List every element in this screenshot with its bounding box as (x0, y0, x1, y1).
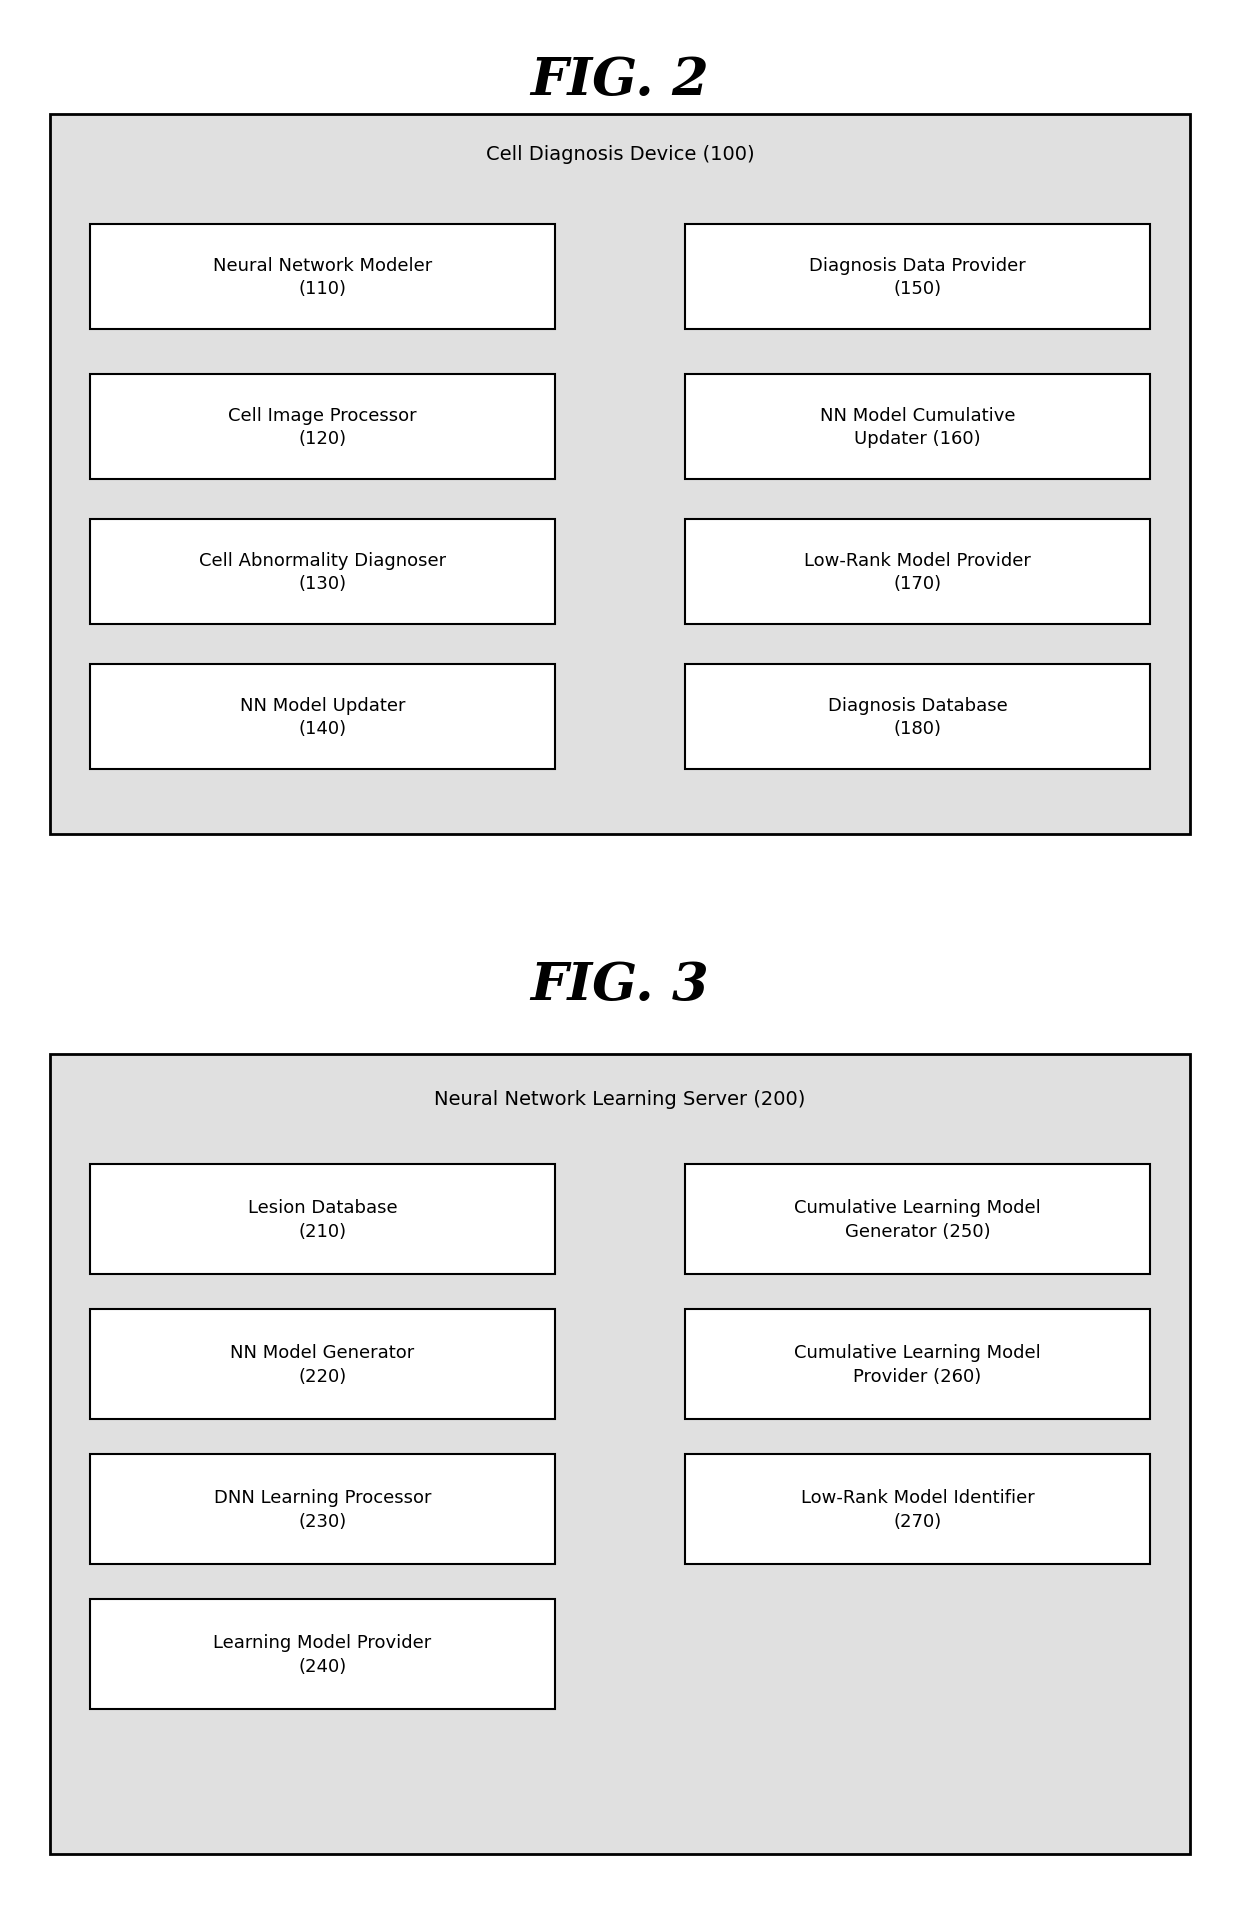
Text: Diagnosis Data Provider
(150): Diagnosis Data Provider (150) (810, 256, 1025, 299)
FancyBboxPatch shape (684, 521, 1149, 624)
FancyBboxPatch shape (91, 1600, 556, 1709)
FancyBboxPatch shape (91, 664, 556, 769)
Text: Cell Image Processor
(120): Cell Image Processor (120) (228, 406, 417, 448)
FancyBboxPatch shape (91, 521, 556, 624)
Text: Cumulative Learning Model
Provider (260): Cumulative Learning Model Provider (260) (794, 1344, 1040, 1386)
Text: FIG. 2: FIG. 2 (531, 56, 709, 105)
Text: Neural Network Modeler
(110): Neural Network Modeler (110) (213, 256, 432, 299)
Text: Cell Diagnosis Device (100): Cell Diagnosis Device (100) (486, 145, 754, 165)
FancyBboxPatch shape (684, 375, 1149, 480)
Text: FIG. 3: FIG. 3 (531, 959, 709, 1011)
Text: NN Model Cumulative
Updater (160): NN Model Cumulative Updater (160) (820, 406, 1016, 448)
Text: Neural Network Learning Server (200): Neural Network Learning Server (200) (434, 1089, 806, 1108)
FancyBboxPatch shape (50, 1055, 1190, 1855)
FancyBboxPatch shape (684, 224, 1149, 329)
FancyBboxPatch shape (91, 1164, 556, 1275)
FancyBboxPatch shape (684, 1164, 1149, 1275)
FancyBboxPatch shape (684, 1455, 1149, 1564)
FancyBboxPatch shape (91, 375, 556, 480)
Text: Cumulative Learning Model
Generator (250): Cumulative Learning Model Generator (250… (794, 1198, 1040, 1240)
Text: Diagnosis Database
(180): Diagnosis Database (180) (827, 697, 1007, 739)
Text: Low-Rank Model Provider
(170): Low-Rank Model Provider (170) (804, 551, 1030, 593)
Text: Cell Abnormality Diagnoser
(130): Cell Abnormality Diagnoser (130) (198, 551, 446, 593)
FancyBboxPatch shape (684, 664, 1149, 769)
Text: NN Model Generator
(220): NN Model Generator (220) (231, 1344, 414, 1386)
Text: Learning Model Provider
(240): Learning Model Provider (240) (213, 1633, 432, 1675)
Text: Low-Rank Model Identifier
(270): Low-Rank Model Identifier (270) (801, 1489, 1034, 1529)
Text: Lesion Database
(210): Lesion Database (210) (248, 1198, 397, 1240)
FancyBboxPatch shape (91, 224, 556, 329)
FancyBboxPatch shape (91, 1455, 556, 1564)
FancyBboxPatch shape (50, 115, 1190, 835)
Text: NN Model Updater
(140): NN Model Updater (140) (239, 697, 405, 739)
Text: DNN Learning Processor
(230): DNN Learning Processor (230) (213, 1489, 432, 1529)
FancyBboxPatch shape (684, 1309, 1149, 1420)
FancyBboxPatch shape (91, 1309, 556, 1420)
